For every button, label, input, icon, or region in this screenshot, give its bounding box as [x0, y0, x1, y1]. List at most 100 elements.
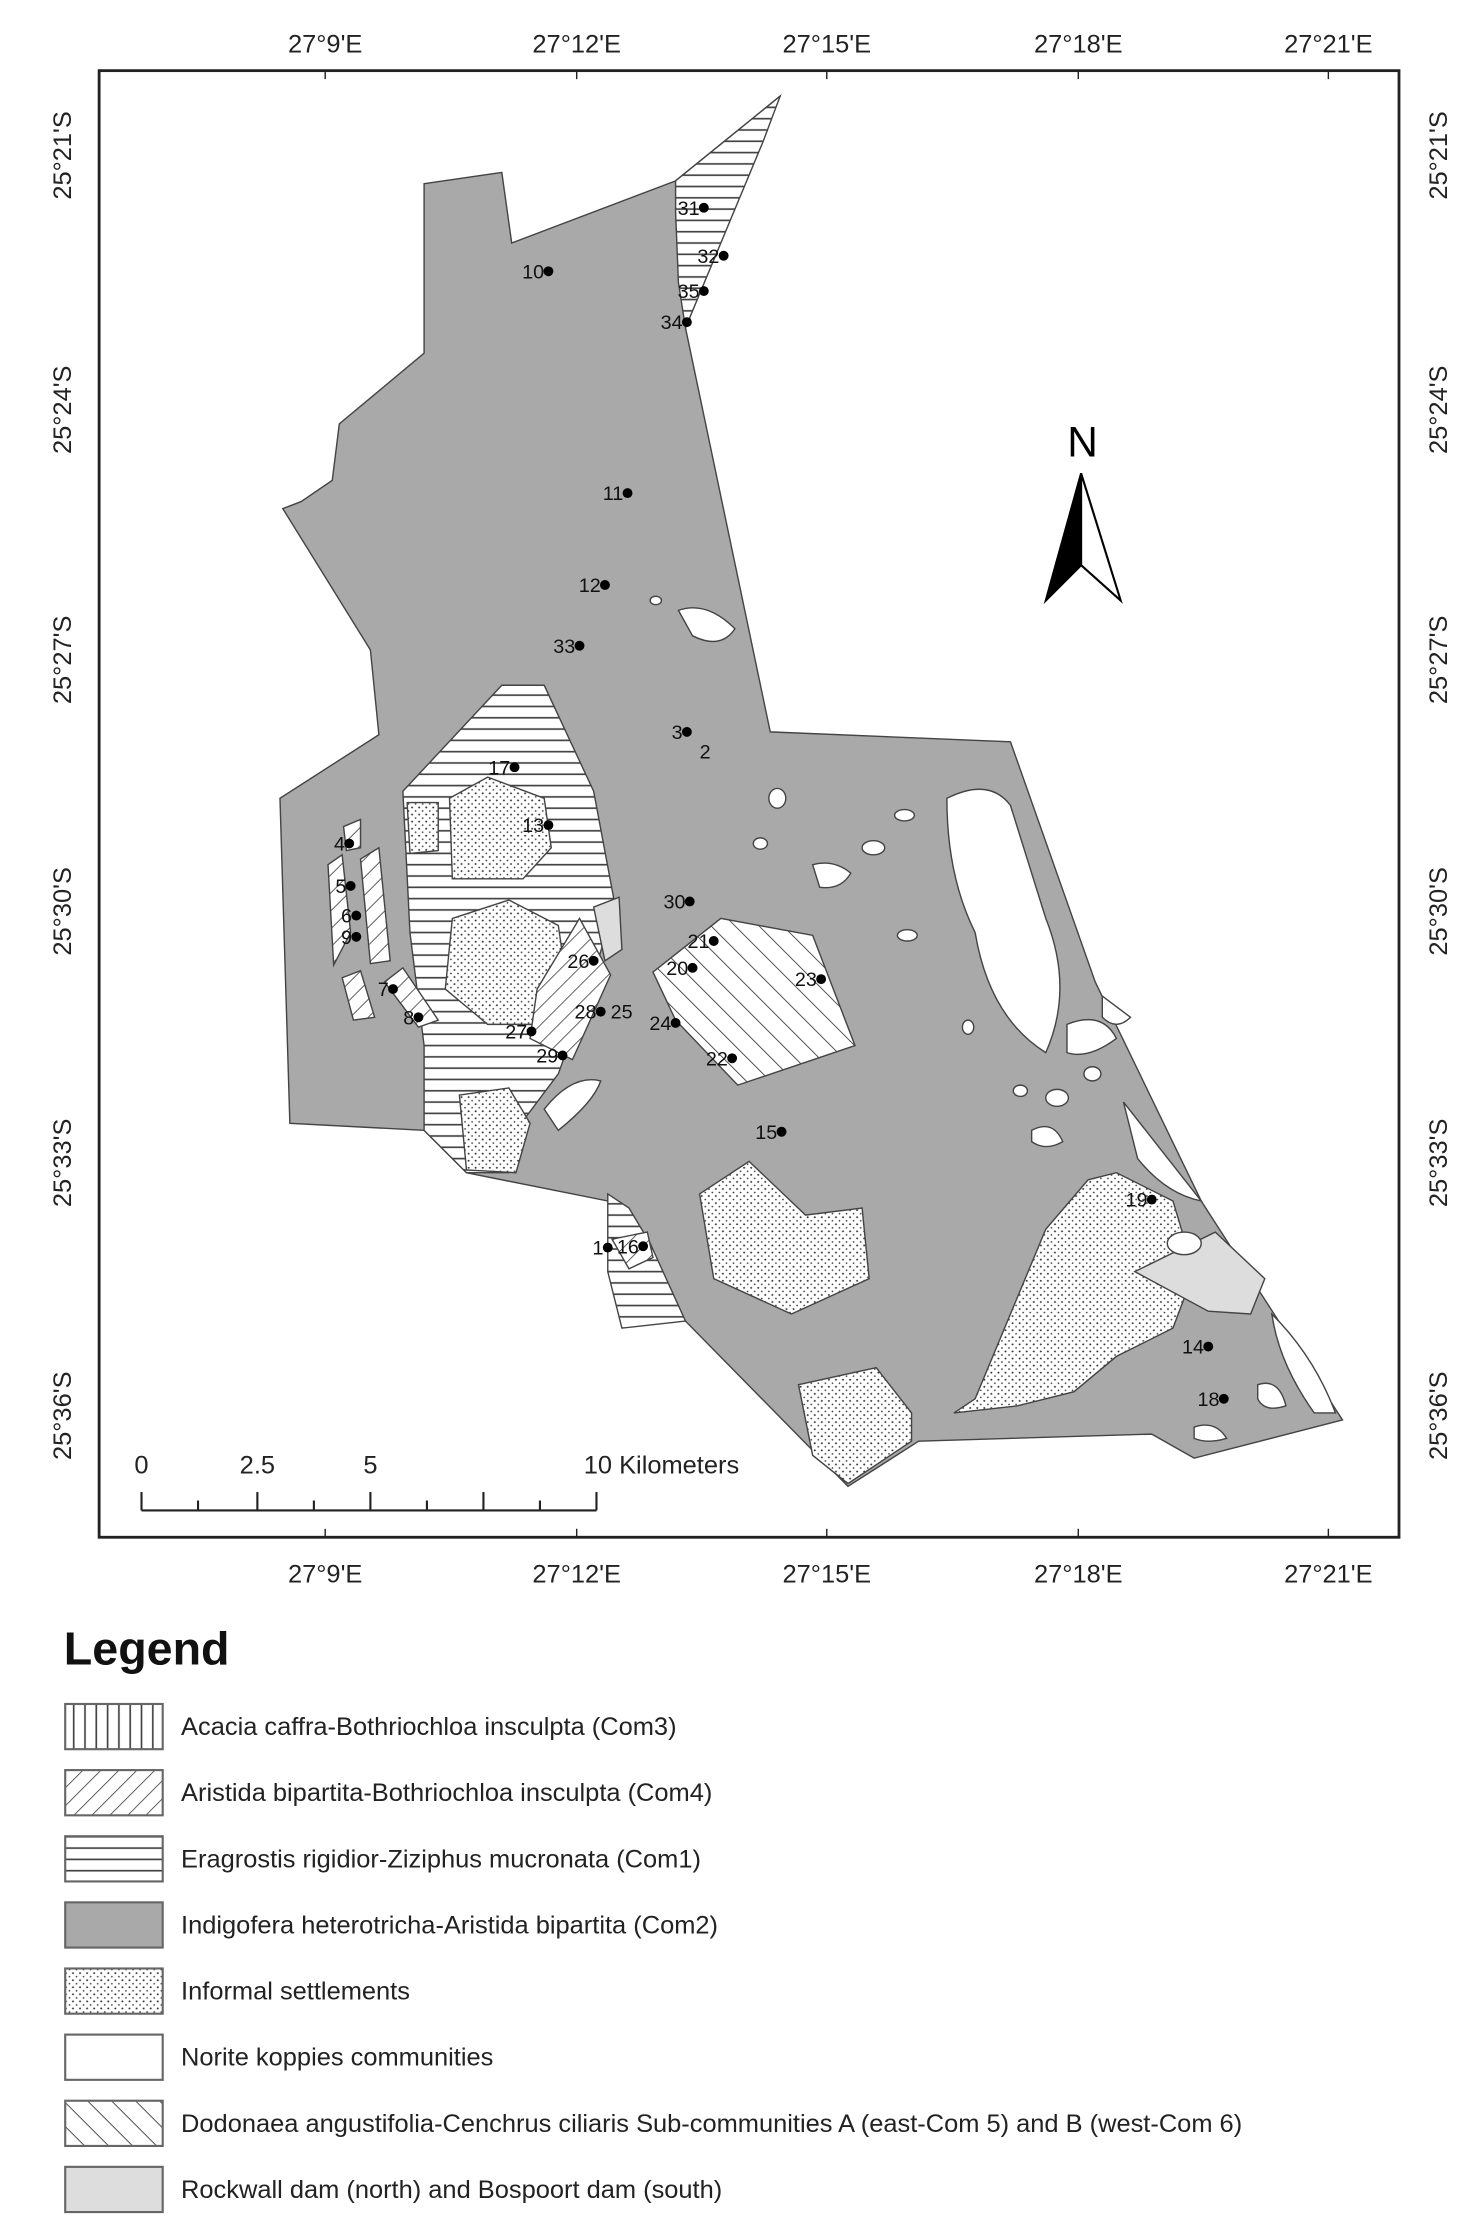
site-label: 19	[1126, 1190, 1148, 1212]
site-point	[681, 726, 692, 737]
com1-area	[674, 93, 782, 331]
site-point	[595, 1006, 606, 1017]
legend-title: Legend	[64, 1622, 230, 1674]
site-point	[543, 266, 554, 277]
com4-area	[610, 1231, 654, 1270]
site-label: 15	[755, 1122, 777, 1144]
lat-label: 25°27'S	[49, 616, 77, 705]
site-label: 11	[603, 483, 624, 505]
site-label: 13	[522, 815, 544, 837]
site-label: 27	[505, 1021, 527, 1043]
north-arrow: N	[1043, 418, 1123, 605]
site-point	[638, 1241, 649, 1252]
com4-area	[341, 969, 376, 1021]
norite	[1012, 1084, 1029, 1098]
dam	[592, 896, 623, 962]
site-label: 2	[700, 742, 711, 764]
site-label: 20	[666, 958, 688, 980]
site-point	[1203, 1341, 1214, 1352]
site-point	[557, 1050, 568, 1061]
site-label: 1	[593, 1238, 604, 1260]
lat-label: 25°36'S	[49, 1371, 77, 1460]
settlement	[458, 1087, 531, 1174]
scale-label: 2.5	[240, 1452, 275, 1480]
site-point	[622, 488, 633, 499]
site-label: 29	[536, 1046, 558, 1068]
site-label: 8	[403, 1007, 414, 1029]
legend-swatch	[64, 2033, 164, 2081]
settlement	[448, 776, 553, 880]
lon-label: 27°18'E	[1034, 1560, 1123, 1588]
legend-swatch	[64, 1702, 164, 1751]
site-label: 4	[334, 834, 345, 856]
site-point	[413, 1012, 424, 1023]
legend-swatch	[64, 1967, 164, 2015]
site-point	[351, 931, 362, 942]
legend-label: Acacia caffra-Bothriochloa insculpta (Co…	[181, 1713, 676, 1741]
site-point	[526, 1026, 537, 1037]
settlement	[797, 1366, 913, 1485]
site-label: 17	[488, 757, 510, 779]
site-point	[708, 936, 719, 946]
site-label: 22	[706, 1048, 728, 1070]
site-label: 23	[795, 969, 817, 991]
labels: 27°9'E 27°12'E 27°15'E 27°18'E 27°21'E 27°9'E…	[49, 30, 1453, 2214]
norite	[1257, 1382, 1287, 1409]
norite	[649, 595, 663, 606]
norite	[543, 1079, 602, 1132]
site-point	[1218, 1393, 1229, 1404]
site-point	[509, 762, 520, 773]
site-point	[351, 910, 362, 921]
lat-label: 25°27'S	[1425, 616, 1453, 705]
lat-label: 25°33'S	[1425, 1119, 1453, 1208]
norite	[1045, 1088, 1070, 1108]
site-label: 34	[661, 312, 683, 334]
site-label: 33	[553, 636, 575, 658]
site-label: 24	[649, 1013, 671, 1035]
legend-label: Informal settlements	[181, 1978, 410, 2006]
site-label: 32	[697, 246, 719, 268]
site-label: 6	[341, 906, 352, 928]
settlement	[698, 1160, 870, 1315]
site-point	[588, 955, 599, 966]
norite	[752, 837, 769, 850]
site-point	[776, 1126, 787, 1137]
norite	[896, 928, 918, 942]
norite	[1193, 1424, 1228, 1442]
com4-area	[327, 853, 352, 968]
legend-swatch	[64, 2099, 164, 2148]
norite	[1101, 994, 1132, 1026]
site-point	[816, 974, 827, 985]
legend-label: Eragrostis rigidior-Ziziphus mucronata (…	[181, 1845, 701, 1873]
settlement	[406, 801, 439, 855]
site-point	[602, 1242, 613, 1253]
lat-label: 25°36'S	[1425, 1371, 1453, 1460]
site-point	[681, 317, 692, 328]
lat-label: 25°21'S	[1425, 111, 1453, 200]
site-point	[684, 896, 695, 907]
scale-label: 0	[134, 1452, 148, 1480]
lat-label: 25°30'S	[49, 867, 77, 956]
site-label: 21	[688, 931, 710, 953]
lon-label: 27°21'E	[1284, 30, 1373, 58]
site-label: 14	[1182, 1337, 1204, 1359]
north-label: N	[1067, 418, 1098, 465]
site-point	[1146, 1194, 1157, 1205]
lon-label: 27°21'E	[1284, 1560, 1373, 1588]
lon-label: 27°15'E	[783, 30, 872, 58]
legend-label: Dodonaea angustifolia-Cenchrus ciliaris …	[181, 2110, 1242, 2138]
legend-label: Indigofera heterotricha-Aristida biparti…	[181, 1911, 718, 1939]
site-point	[727, 1053, 738, 1064]
scale-label: 10 Kilometers	[584, 1452, 739, 1480]
norite	[677, 607, 736, 643]
site-point	[718, 250, 729, 261]
legend-label: Rockwall dam (north) and Bospoort dam (s…	[181, 2176, 722, 2204]
scale-label: 5	[363, 1452, 377, 1480]
site-point	[574, 640, 585, 651]
site-point	[345, 880, 356, 891]
norite	[768, 787, 787, 809]
settlement	[953, 1171, 1195, 1414]
legend-swatch	[64, 1901, 164, 1949]
lon-label: 27°12'E	[532, 30, 621, 58]
